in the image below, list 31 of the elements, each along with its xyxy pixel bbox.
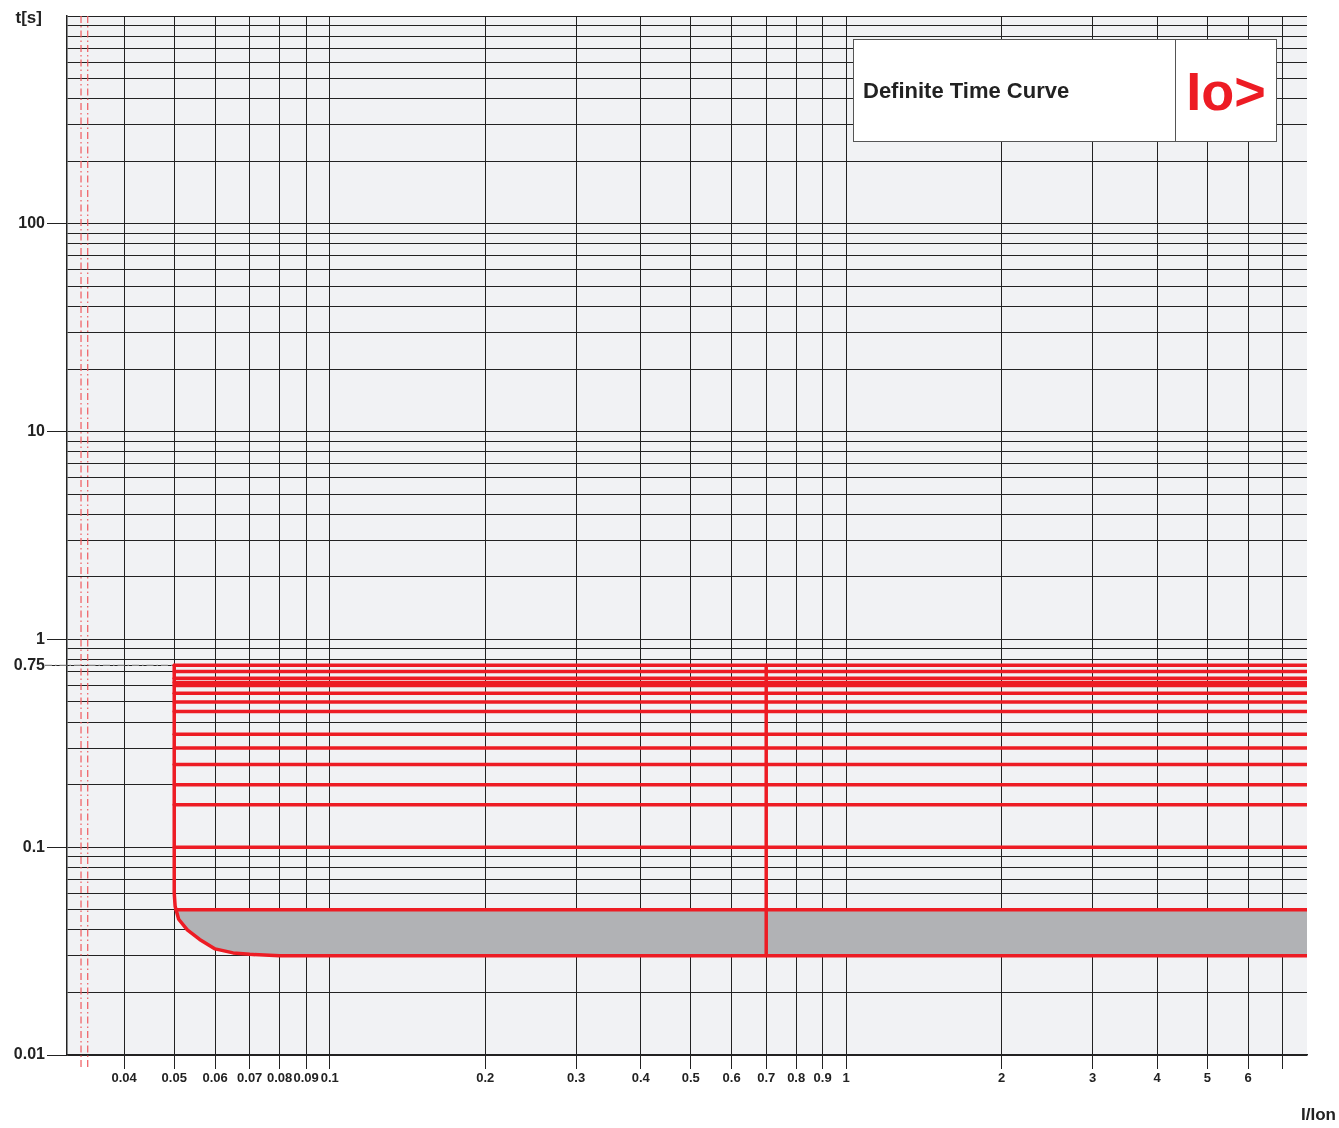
x-tick-label: 6 (1244, 1070, 1252, 1086)
x-tick-label: 2 (998, 1070, 1006, 1086)
x-tick-label: 0.2 (476, 1070, 495, 1086)
x-tick-label: 0.7 (757, 1070, 776, 1086)
text: Definite Time Curve (854, 40, 1176, 141)
x-tick-label: 0.04 (111, 1070, 138, 1086)
y-tick-label: 0.75 (13, 655, 46, 673)
x-tick-label: 5 (1203, 1070, 1211, 1086)
y-axis-title: t[s] (15, 7, 42, 27)
x-tick-label: 1 (842, 1070, 850, 1086)
y-tick-label: 10 (27, 422, 46, 440)
x-tick-label: 0.07 (237, 1070, 263, 1086)
x-tick-label: 0.9 (813, 1070, 832, 1086)
x-tick-label: 0.05 (161, 1070, 187, 1086)
x-tick-label: 0.08 (267, 1070, 293, 1086)
x-tick-label: 0.4 (631, 1070, 651, 1086)
y-tick-label: 100 (18, 214, 46, 232)
x-tick-label: 0.06 (202, 1070, 228, 1086)
y-tick-label: 0.01 (13, 1045, 46, 1063)
x-tick-label: 0.6 (722, 1070, 741, 1086)
y-tick-label: 1 (36, 629, 46, 647)
x-tick-label: 0.3 (567, 1070, 586, 1086)
x-tick-label: 0.8 (787, 1070, 806, 1086)
x-tick-label: 0.5 (681, 1070, 700, 1086)
x-tick-label: 3 (1089, 1070, 1097, 1086)
y-tick-label: 0.1 (22, 837, 46, 855)
x-tick-label: 0.1 (320, 1070, 339, 1086)
x-tick-label: 0.09 (293, 1070, 319, 1086)
text: Io> (1185, 59, 1267, 123)
x-tick-label: 4 (1153, 1070, 1162, 1086)
x-axis-title: I/Ion (1301, 1105, 1336, 1125)
